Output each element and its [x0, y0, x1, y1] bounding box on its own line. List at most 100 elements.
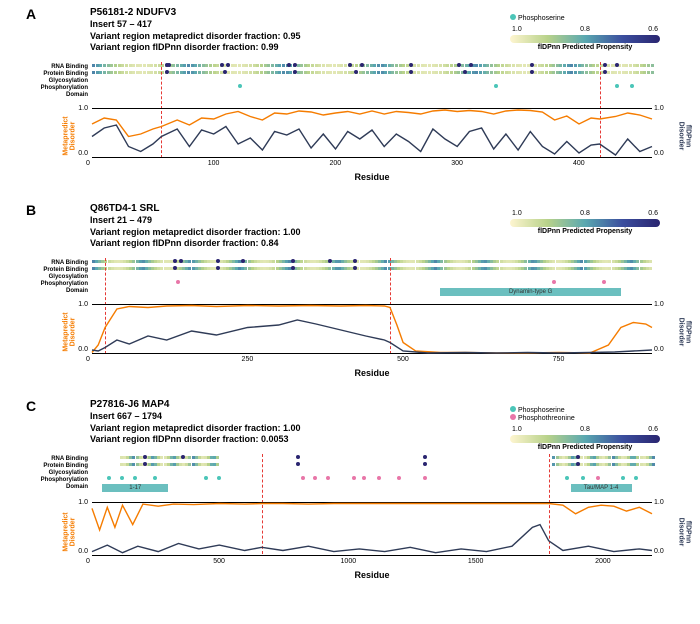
- propensity-seg: [271, 71, 274, 74]
- ytick: 1.0: [78, 105, 88, 112]
- propensity-seg: [129, 71, 132, 74]
- propensity-seg: [508, 64, 511, 67]
- propensity-seg: [227, 71, 230, 74]
- propensity-seg: [180, 64, 183, 67]
- phospho-dot: [581, 476, 585, 480]
- rna-dot: [360, 63, 364, 67]
- propensity-seg: [538, 71, 541, 74]
- xticks: 0500100015002000: [92, 558, 652, 570]
- propensity-seg: [187, 64, 190, 67]
- propensity-seg: [297, 71, 300, 74]
- plot-area-A: [92, 108, 652, 158]
- track-area-B: Dynamin-type G: [92, 260, 652, 300]
- rna-dot: [220, 63, 224, 67]
- propensity-seg: [581, 64, 584, 67]
- phospho-dot: [552, 280, 556, 284]
- propensity-seg: [373, 71, 376, 74]
- meta-frac-text: Variant region metapredict disorder frac…: [90, 227, 301, 239]
- propensity-seg: [326, 64, 329, 67]
- plot-svg: [92, 109, 652, 159]
- propensity-seg: [136, 71, 139, 74]
- propensity-seg: [450, 71, 453, 74]
- propensity-seg: [139, 64, 142, 67]
- propensity-seg: [413, 64, 416, 67]
- track-label: Phosphorylation: [20, 85, 88, 92]
- propensity-seg: [176, 71, 179, 74]
- propensity-seg: [454, 71, 457, 74]
- propensity-seg: [417, 64, 420, 67]
- xtick: 750: [553, 356, 565, 363]
- colorbar-label: flDPnn Predicted Propensity: [510, 44, 660, 51]
- propensity-seg: [395, 64, 398, 67]
- track-label: Phosphorylation: [20, 281, 88, 288]
- propensity-seg: [99, 71, 102, 74]
- propensity-seg: [607, 64, 610, 67]
- propensity-seg: [395, 71, 398, 74]
- propensity-seg: [198, 64, 201, 67]
- propensity-seg: [596, 71, 599, 74]
- fldpnn-frac-text: Variant region flDPnn disorder fraction:…: [90, 434, 301, 446]
- propensity-seg: [231, 71, 234, 74]
- propensity-seg: [194, 64, 197, 67]
- propensity-seg: [289, 71, 292, 74]
- propensity-seg: [563, 71, 566, 74]
- propensity-seg: [118, 64, 121, 67]
- propensity-seg: [567, 64, 570, 67]
- propensity-seg: [183, 64, 186, 67]
- propensity-seg: [541, 64, 544, 67]
- rna-dot: [173, 259, 177, 263]
- propensity-seg: [92, 71, 95, 74]
- propensity-seg: [585, 64, 588, 67]
- propensity-seg: [267, 71, 270, 74]
- propensity-seg: [549, 71, 552, 74]
- propensity-seg: [494, 71, 497, 74]
- propensity-seg: [234, 71, 237, 74]
- propensity-seg: [191, 71, 194, 74]
- propensity-seg: [315, 64, 318, 67]
- propensity-seg: [468, 71, 471, 74]
- propensity-seg: [143, 71, 146, 74]
- fldpnn-frac-text: Variant region flDPnn disorder fraction:…: [90, 238, 301, 250]
- propensity-seg: [238, 64, 241, 67]
- propensity-seg: [114, 64, 117, 67]
- colorbar: [510, 435, 660, 443]
- phospho-dot: [494, 84, 498, 88]
- propensity-seg: [527, 64, 530, 67]
- yticks-right: 0.0 1.0: [652, 108, 672, 158]
- x-label: Residue: [92, 368, 652, 378]
- xtick: 200: [329, 160, 341, 167]
- propensity-seg: [516, 71, 519, 74]
- ytick: 1.0: [78, 301, 88, 308]
- propensity-seg: [187, 71, 190, 74]
- propensity-seg: [651, 64, 654, 67]
- propensity-seg: [253, 71, 256, 74]
- propensity-seg: [107, 64, 110, 67]
- panel-label-A: A: [26, 6, 36, 22]
- propensity-seg: [636, 64, 639, 67]
- propensity-seg: [391, 71, 394, 74]
- propensity-seg: [318, 64, 321, 67]
- phospho-dot: [176, 280, 180, 284]
- propensity-seg: [457, 71, 460, 74]
- propensity-seg: [359, 71, 362, 74]
- domain-label: Tau/MAP 1-4: [584, 485, 619, 491]
- propensity-seg: [216, 71, 219, 74]
- colorbar-label: flDPnn Predicted Propensity: [510, 444, 660, 451]
- propensity-seg: [567, 71, 570, 74]
- legend-item: Phosphothreonine: [510, 414, 660, 422]
- propensity-seg: [629, 71, 632, 74]
- ytick: 0.0: [78, 548, 88, 555]
- track-labels-B: RNA BindingProtein BindingGlycosylationP…: [20, 260, 88, 295]
- pb-dot: [423, 462, 427, 466]
- propensity-seg: [340, 71, 343, 74]
- propensity-seg: [559, 64, 562, 67]
- propensity-seg: [512, 71, 515, 74]
- propensity-seg: [643, 64, 646, 67]
- propensity-seg: [344, 64, 347, 67]
- propensity-seg: [640, 64, 643, 67]
- propensity-seg: [388, 64, 391, 67]
- phospho-dot: [621, 476, 625, 480]
- propensity-seg: [472, 71, 475, 74]
- meta-frac-text: Variant region metapredict disorder frac…: [90, 31, 301, 43]
- propensity-seg: [578, 64, 581, 67]
